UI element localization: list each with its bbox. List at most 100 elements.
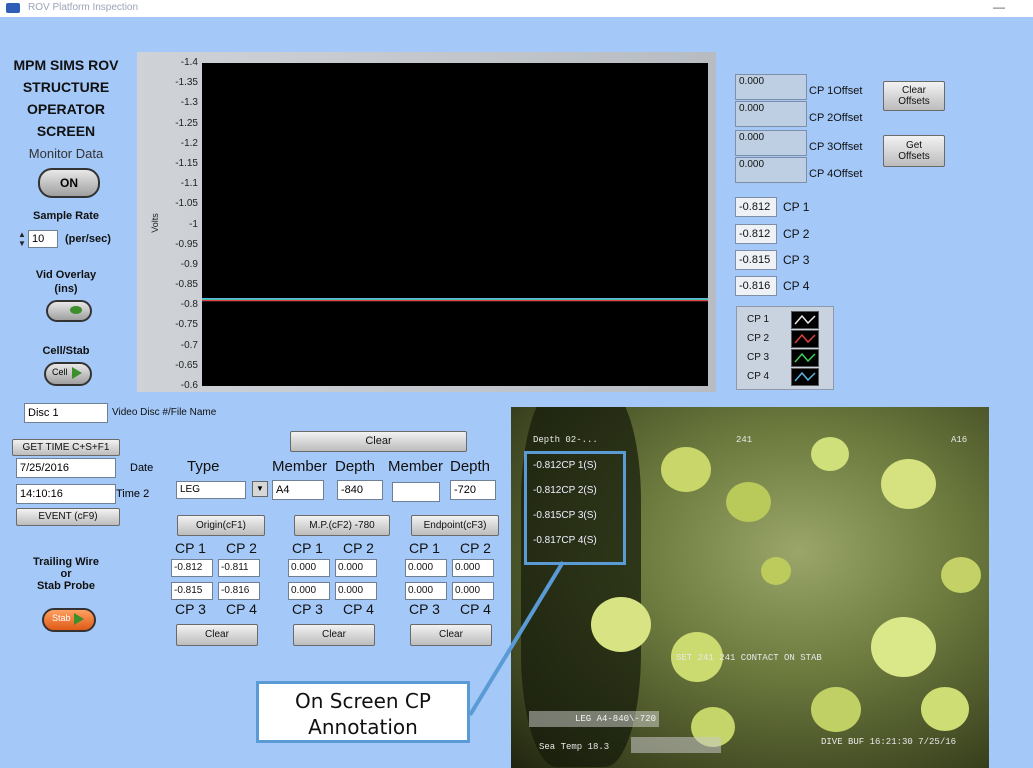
video-text-leg: LEG A4-840\-720 bbox=[575, 714, 657, 724]
play-arrow-icon bbox=[74, 613, 84, 625]
get-time-button[interactable]: GET TIME C+S+F1 bbox=[12, 439, 120, 456]
offset-value-box[interactable]: 0.000 bbox=[735, 130, 807, 156]
offset-label: CP 4Offset bbox=[809, 168, 863, 180]
point-capture-button[interactable]: Origin(cF1) bbox=[177, 515, 265, 536]
video-growth bbox=[761, 557, 791, 585]
video-cp-lines: -0.812CP 1(S) -0.812CP 2(S) -0.815CP 3(S) -… bbox=[533, 459, 623, 559]
cp1-header: CP 1 bbox=[292, 540, 323, 556]
date-input[interactable]: 7/25/2016 bbox=[16, 458, 116, 478]
app-title-line: MPM SIMS ROV bbox=[13, 57, 119, 73]
cell-stab-toggle[interactable]: Cell bbox=[44, 362, 92, 386]
vid-overlay-label: Vid Overlay (ins) bbox=[12, 268, 120, 296]
trailing-wire-line: Stab Probe bbox=[36, 580, 96, 592]
video-cp-line: -0.812CP 1(S) bbox=[533, 460, 597, 471]
y-tick-label: -1.3 bbox=[180, 97, 198, 109]
cp2-header: CP 2 bbox=[343, 540, 374, 556]
clear-offsets-button[interactable]: Clear Offsets bbox=[883, 81, 945, 111]
point-capture-button[interactable]: M.P.(cF2) -780 bbox=[294, 515, 390, 536]
member-clear-button[interactable]: Clear bbox=[290, 431, 467, 452]
app-title-line: SCREEN bbox=[36, 123, 96, 139]
window-title: ROV Platform Inspection bbox=[28, 2, 139, 13]
clear-offsets-line: Offsets bbox=[898, 96, 930, 107]
get-offsets-button[interactable]: Get Offsets bbox=[883, 135, 945, 167]
stab-probe-toggle[interactable]: Stab bbox=[42, 608, 96, 632]
y-tick-label: -0.8 bbox=[180, 299, 198, 311]
cp2-value-field[interactable]: 0.000 bbox=[335, 559, 377, 577]
cp1-value-field[interactable]: -0.812 bbox=[171, 559, 213, 577]
point-clear-button[interactable]: Clear bbox=[410, 624, 492, 646]
cp3-value-field[interactable]: 0.000 bbox=[288, 582, 330, 600]
monitor-data-label: Monitor Data bbox=[28, 146, 104, 161]
y-tick-label: -0.95 bbox=[175, 238, 198, 250]
minimize-button[interactable]: — bbox=[993, 0, 1005, 14]
cp1-value-field[interactable]: 0.000 bbox=[405, 559, 447, 577]
dropdown-icon[interactable]: ▼ bbox=[252, 481, 268, 497]
cp4-value-field[interactable]: 0.000 bbox=[452, 582, 494, 600]
indicator-light-icon bbox=[70, 306, 82, 314]
time-input[interactable]: 14:10:16 bbox=[16, 484, 116, 504]
disc-file-input[interactable]: Disc 1 bbox=[24, 403, 108, 423]
offset-label: CP 2Offset bbox=[809, 112, 863, 124]
type-label: Type bbox=[187, 458, 220, 475]
point-capture-button[interactable]: Endpoint(cF3) bbox=[411, 515, 499, 536]
y-tick-label: -1.35 bbox=[175, 77, 198, 89]
video-growth bbox=[811, 437, 849, 471]
cp3-value-field[interactable]: 0.000 bbox=[405, 582, 447, 600]
y-tick-label: -1.1 bbox=[180, 178, 198, 190]
app-title: MPM SIMS ROV STRUCTURE OPERATOR SCREEN bbox=[10, 54, 122, 142]
date-label: Date bbox=[130, 462, 154, 474]
cp3-value-field[interactable]: -0.815 bbox=[171, 582, 213, 600]
point-clear-button[interactable]: Clear bbox=[293, 624, 375, 646]
cp1-value-field[interactable]: 0.000 bbox=[288, 559, 330, 577]
callout-line-2: Annotation bbox=[308, 715, 418, 739]
video-growth bbox=[661, 447, 711, 492]
member-label-2: Member bbox=[388, 458, 444, 475]
legend-line-icon bbox=[794, 371, 816, 382]
cp2-value-field[interactable]: -0.811 bbox=[218, 559, 260, 577]
legend-label: CP 3 bbox=[747, 352, 770, 363]
member-2-input[interactable] bbox=[392, 482, 440, 502]
cp-reading-value: -0.816 bbox=[735, 276, 777, 296]
cp1-header: CP 1 bbox=[175, 540, 206, 556]
chart-legend: CP 1 CP 2 CP 3 CP 4 bbox=[736, 306, 834, 390]
point-clear-button[interactable]: Clear bbox=[176, 624, 258, 646]
cp2-value-field[interactable]: 0.000 bbox=[452, 559, 494, 577]
callout-line-1: On Screen CP bbox=[295, 689, 431, 713]
cp2-header: CP 2 bbox=[226, 540, 257, 556]
vid-overlay-toggle[interactable] bbox=[46, 300, 92, 322]
member-label-1: Member bbox=[272, 458, 328, 475]
y-tick-label: -1 bbox=[189, 218, 198, 230]
legend-line-icon bbox=[794, 333, 816, 344]
monitor-on-button[interactable]: ON bbox=[38, 168, 100, 198]
cp-reading-label: CP 1 bbox=[783, 200, 810, 214]
offset-value-box[interactable]: 0.000 bbox=[735, 157, 807, 183]
video-growth bbox=[921, 687, 969, 731]
depth-1-input[interactable]: -840 bbox=[337, 480, 383, 500]
app-title-line: STRUCTURE bbox=[22, 79, 110, 95]
cp-reading-value: -0.812 bbox=[735, 197, 777, 217]
cp4-value-field[interactable]: -0.816 bbox=[218, 582, 260, 600]
offset-value-box[interactable]: 0.000 bbox=[735, 101, 807, 127]
chart-plot bbox=[202, 63, 708, 386]
cp1-header: CP 1 bbox=[409, 540, 440, 556]
sample-rate-input[interactable]: 10 bbox=[28, 230, 58, 248]
play-arrow-icon bbox=[72, 367, 82, 379]
sample-rate-spinner-icon[interactable]: ▲ ▼ bbox=[18, 230, 26, 248]
time-label: Time 2 bbox=[116, 488, 150, 500]
event-button[interactable]: EVENT (cF9) bbox=[16, 508, 120, 526]
offset-value-box[interactable]: 0.000 bbox=[735, 74, 807, 100]
offset-label: CP 3Offset bbox=[809, 141, 863, 153]
type-select[interactable]: LEG bbox=[176, 481, 246, 499]
video-growth bbox=[881, 459, 936, 509]
video-text-top-left: Depth 02-... bbox=[533, 435, 598, 445]
cp4-value-field[interactable]: 0.000 bbox=[335, 582, 377, 600]
trailing-wire-line: or bbox=[60, 568, 72, 580]
sample-rate-label: Sample Rate bbox=[32, 210, 100, 222]
app-icon bbox=[6, 3, 20, 13]
cp-reading-label: CP 2 bbox=[783, 227, 810, 241]
legend-swatch bbox=[791, 330, 819, 348]
member-1-input[interactable]: A4 bbox=[272, 480, 324, 500]
depth-label-1: Depth bbox=[335, 458, 376, 475]
depth-2-input[interactable]: -720 bbox=[450, 480, 496, 500]
